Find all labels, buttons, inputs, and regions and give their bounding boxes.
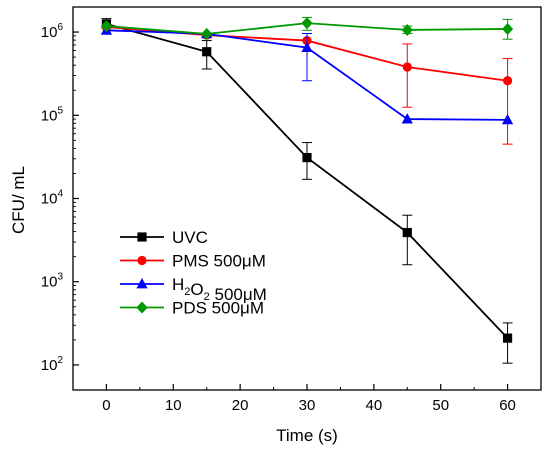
legend-label: PMS 500μM: [172, 252, 266, 271]
legend-marker: [136, 301, 148, 314]
data-point: [401, 23, 413, 36]
data-point: [301, 41, 313, 53]
y-tick-label: 102: [41, 355, 64, 374]
y-axis-title: CFU/ mL: [9, 166, 28, 234]
data-point: [502, 333, 513, 343]
data-point: [201, 27, 213, 40]
legend-item: H2O2 500μM: [120, 275, 267, 304]
data-point: [501, 22, 514, 35]
legend-item: PDS 500μM: [120, 299, 264, 318]
x-tick-label: 0: [102, 397, 110, 414]
legend-marker: [137, 255, 147, 266]
data-point: [402, 62, 412, 72]
y-tick-label: 103: [41, 272, 64, 291]
series-diamond: [100, 16, 514, 40]
data-point: [302, 153, 312, 163]
series-square: [101, 18, 513, 364]
y-tick-label: 106: [41, 22, 64, 41]
data-point: [202, 47, 212, 57]
legend-label: UVC: [172, 228, 208, 247]
data-point: [301, 17, 313, 30]
legend-item: UVC: [120, 228, 208, 247]
x-tick-label: 20: [232, 397, 249, 414]
data-point: [401, 113, 413, 124]
data-point: [502, 76, 513, 86]
legend-marker: [137, 232, 147, 242]
legend-label: H2O2 500μM: [172, 275, 267, 304]
axis-ticks: 0 10 20 30 40 50 60 102 103 104 105 106: [41, 22, 516, 414]
legend-label: PDS 500μM: [172, 299, 264, 318]
legend-marker: [136, 278, 148, 289]
x-tick-label: 30: [299, 397, 316, 414]
x-axis-title: Time (s): [276, 426, 338, 445]
series-layer: [100, 16, 514, 364]
x-tick-label: 10: [165, 397, 182, 414]
x-tick-label: 40: [366, 397, 383, 414]
y-tick-label: 105: [41, 105, 64, 124]
x-tick-label: 50: [432, 397, 449, 414]
data-point: [402, 227, 412, 238]
data-point: [501, 113, 514, 125]
y-tick-label: 104: [41, 189, 64, 208]
legend-item: PMS 500μM: [120, 252, 266, 271]
x-tick-label: 60: [499, 397, 516, 414]
data-point: [100, 20, 113, 33]
